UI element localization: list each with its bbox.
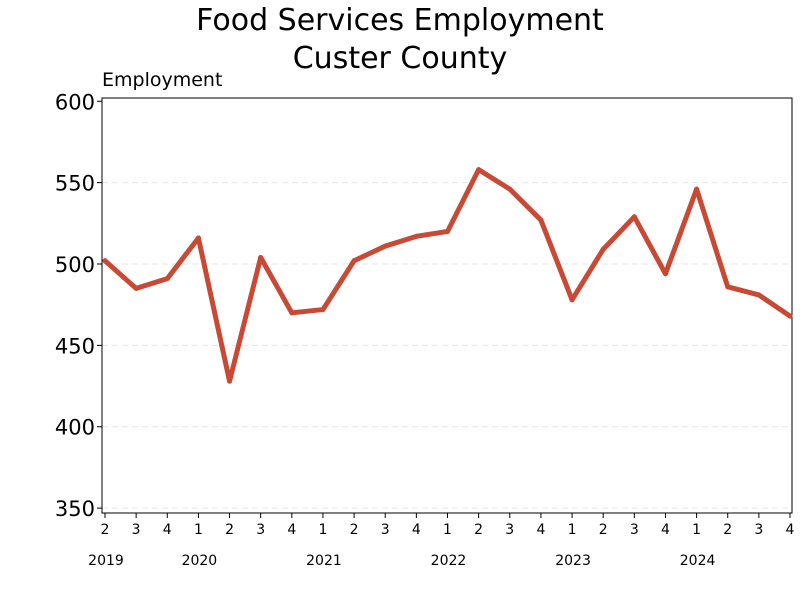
x-tick-label: 4: [163, 522, 172, 538]
series-layer: [102, 167, 793, 384]
y-tick-label: 500: [55, 253, 95, 277]
chart-title-line-1: Food Services Employment: [196, 3, 604, 38]
data-point: [538, 217, 544, 223]
data-point: [694, 186, 700, 192]
data-point: [725, 284, 731, 290]
data-point: [756, 292, 762, 298]
year-label: 2019: [88, 553, 124, 569]
x-tick-label: 2: [101, 522, 110, 538]
data-point: [227, 378, 233, 384]
data-point: [320, 307, 326, 313]
data-point: [787, 313, 793, 319]
x-tick-label: 4: [287, 522, 296, 538]
data-point: [102, 258, 108, 264]
year-label: 2024: [680, 553, 716, 569]
data-point: [351, 258, 357, 264]
x-tick-label: 3: [505, 522, 514, 538]
y-tick-label: 350: [55, 497, 95, 521]
chart-title-line-2: Custer County: [293, 41, 508, 76]
year-label: 2023: [555, 553, 591, 569]
y-axis-ticks: 350 400 450 500 550 600: [55, 90, 102, 521]
series-line: [102, 167, 793, 384]
x-tick-label: 2: [474, 522, 483, 538]
x-tick-label: 3: [132, 522, 141, 538]
data-point: [133, 285, 139, 291]
data-point: [289, 310, 295, 316]
x-tick-label: 3: [381, 522, 390, 538]
x-tick-label: 2: [723, 522, 732, 538]
plot-frame: [101, 97, 793, 514]
x-tick-label: 2: [350, 522, 359, 538]
year-labels: 2019 2020 2021 2022 2023 2024: [88, 553, 715, 569]
x-tick-label: 4: [786, 522, 795, 538]
data-point: [413, 233, 419, 239]
data-point: [662, 271, 668, 277]
x-tick-label: 4: [661, 522, 670, 538]
year-label: 2021: [306, 553, 342, 569]
x-axis-ticks: 2 3 4 1 2 3 4 1 2 3 4 1 2 3 4 1 2 3 4 1 2 3 4: [101, 513, 795, 538]
data-point: [445, 228, 450, 234]
x-tick-label: 1: [443, 522, 452, 538]
x-tick-label: 1: [318, 522, 327, 538]
x-tick-label: 3: [256, 522, 265, 538]
x-tick-label: 4: [536, 522, 545, 538]
y-tick-label: 450: [55, 334, 95, 358]
x-tick-label: 3: [630, 522, 639, 538]
x-tick-label: 1: [692, 522, 701, 538]
x-tick-label: 4: [412, 522, 421, 538]
y-tick-label: 600: [55, 90, 95, 114]
data-point: [382, 243, 388, 249]
grid-lines: [102, 182, 792, 509]
data-point: [631, 214, 637, 220]
y-tick-label: 400: [55, 416, 95, 440]
data-point: [507, 186, 513, 192]
data-point: [476, 167, 482, 173]
y-axis-label: Employment: [102, 69, 222, 91]
x-tick-label: 2: [599, 522, 608, 538]
data-point: [164, 276, 170, 282]
data-point: [569, 297, 575, 303]
data-point: [600, 246, 606, 252]
y-tick-label: 550: [55, 172, 95, 196]
data-point: [195, 235, 201, 241]
year-label: 2022: [431, 553, 467, 569]
x-tick-label: 1: [194, 522, 203, 538]
data-point: [258, 254, 264, 260]
x-tick-label: 3: [754, 522, 763, 538]
x-tick-label: 2: [225, 522, 234, 538]
year-label: 2020: [182, 553, 218, 569]
x-tick-label: 1: [568, 522, 577, 538]
